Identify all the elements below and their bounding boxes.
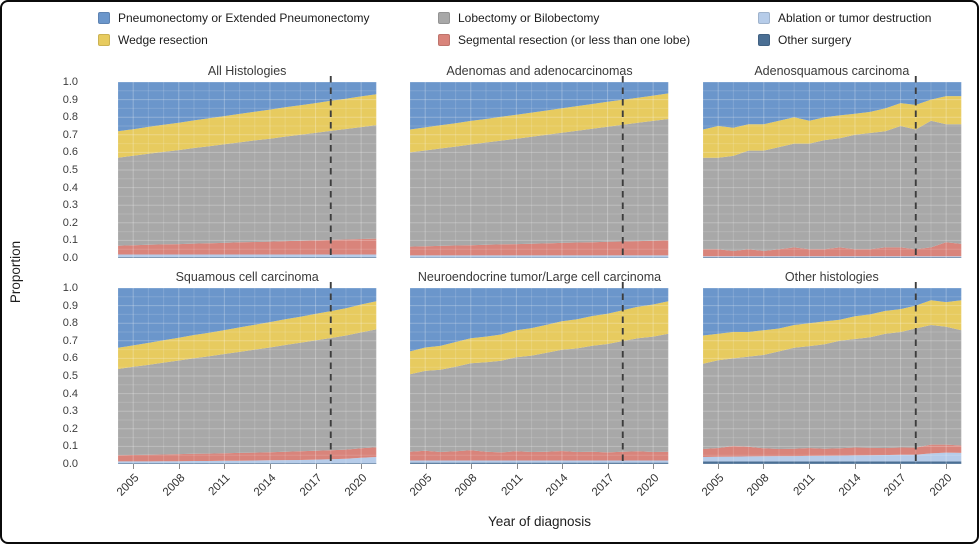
stacked-area-panel-adenosquamous bbox=[702, 76, 962, 259]
legend-label: Pneumonectomy or Extended Pneumonectomy bbox=[118, 11, 370, 25]
legend-swatch-icon bbox=[98, 34, 110, 46]
legend-swatch-icon bbox=[758, 34, 770, 46]
y-tick-label: 0.8 bbox=[62, 317, 78, 330]
stacked-area-panel-all-histologies bbox=[117, 76, 377, 259]
x-tick-mark bbox=[945, 464, 947, 469]
legend-item: Lobectomy or Bilobectomy bbox=[438, 11, 748, 25]
panel-title-all-histologies: All Histologies bbox=[207, 64, 287, 78]
y-tick-label: 0.4 bbox=[62, 387, 78, 400]
y-tick-label: 0.2 bbox=[62, 216, 78, 229]
y-tick-label: 0.6 bbox=[62, 146, 78, 159]
x-tick-label: 2014 bbox=[544, 472, 571, 499]
x-tick-mark bbox=[315, 464, 317, 469]
x-tick-mark bbox=[471, 464, 473, 469]
stacked-area-panel-neuroendocrine bbox=[409, 282, 670, 465]
x-tick-mark bbox=[516, 464, 518, 469]
y-tick-label: 0.2 bbox=[62, 422, 78, 435]
x-tick-label: 2020 bbox=[635, 472, 662, 499]
x-tick-mark bbox=[425, 464, 427, 469]
x-tick-label: 2017 bbox=[589, 472, 617, 499]
x-tick-label: 2011 bbox=[499, 472, 526, 498]
x-tick-label: 2008 bbox=[745, 472, 772, 499]
y-tick-label: 0.5 bbox=[62, 370, 78, 382]
legend-label: Other surgery bbox=[778, 33, 852, 47]
x-tick-label: 2011 bbox=[206, 472, 233, 498]
stacked-area-panel-other-histologies bbox=[702, 282, 962, 465]
x-tick-label: 2011 bbox=[791, 472, 818, 498]
x-tick-mark bbox=[178, 464, 180, 469]
panel-title-neuroendocrine: Neuroendocrine tumor/Large cell carcinom… bbox=[417, 270, 662, 284]
y-tick-label: 0.7 bbox=[62, 334, 78, 347]
y-tick-label: 1.0 bbox=[62, 76, 78, 88]
x-axis-ticks-panel3: 2005 2008 2011 2014 2017 2020 bbox=[699, 464, 961, 512]
x-tick-label: 2008 bbox=[453, 472, 480, 499]
panel-title-adenosquamous: Adenosquamous carcinoma bbox=[754, 64, 910, 78]
legend-swatch-icon bbox=[438, 12, 450, 24]
x-tick-mark bbox=[763, 464, 765, 469]
panel-title-squamous: Squamous cell carcinoma bbox=[175, 270, 319, 284]
x-tick-mark bbox=[809, 464, 811, 469]
y-tick-label: 0.1 bbox=[62, 440, 78, 453]
x-tick-mark bbox=[269, 464, 271, 469]
x-axis-ticks-panel1: 2005 2008 2011 2014 2017 2020 bbox=[115, 464, 376, 512]
x-tick-mark bbox=[361, 464, 363, 469]
x-tick-label: 2005 bbox=[115, 472, 142, 499]
y-tick-label: 1.0 bbox=[62, 282, 78, 294]
legend-item: Other surgery bbox=[758, 33, 931, 47]
legend-label: Lobectomy or Bilobectomy bbox=[458, 11, 600, 25]
y-tick-label: 0.3 bbox=[62, 405, 78, 418]
y-tick-label: 0.4 bbox=[62, 181, 78, 194]
x-tick-label: 2014 bbox=[836, 472, 864, 499]
x-tick-mark bbox=[854, 464, 856, 469]
x-tick-mark bbox=[900, 464, 902, 469]
legend-label: Segmental resection (or less than one lo… bbox=[458, 33, 691, 47]
x-tick-mark bbox=[653, 464, 655, 469]
x-tick-mark bbox=[562, 464, 564, 469]
y-axis-title: Proportion bbox=[8, 240, 23, 304]
x-tick-mark bbox=[717, 464, 719, 469]
y-tick-label: 0.6 bbox=[62, 352, 78, 365]
legend-swatch-icon bbox=[758, 12, 770, 24]
legend-item: Wedge resection bbox=[98, 33, 428, 47]
legend-item: Segmental resection (or less than one lo… bbox=[438, 33, 748, 47]
x-tick-mark bbox=[224, 464, 226, 469]
legend-label: Wedge resection bbox=[118, 33, 208, 47]
y-tick-label: 0.5 bbox=[62, 164, 78, 176]
legend-label: Ablation or tumor destruction bbox=[778, 11, 932, 25]
y-tick-label: 0.8 bbox=[62, 111, 78, 124]
legend-swatch-icon bbox=[98, 12, 110, 24]
x-axis-title: Year of diagnosis bbox=[487, 514, 592, 529]
y-tick-label: 0.1 bbox=[62, 234, 78, 247]
panel-title-adenomas: Adenomas and adenocarcinomas bbox=[446, 64, 633, 78]
facet-grid: All Histologies Adenomas and adenocarcin… bbox=[28, 58, 962, 536]
x-tick-label: 2008 bbox=[160, 472, 188, 499]
y-tick-label: 0.0 bbox=[62, 458, 78, 470]
x-tick-label: 2014 bbox=[251, 472, 279, 499]
y-tick-label: 0.7 bbox=[62, 128, 78, 141]
y-tick-label: 0.9 bbox=[62, 299, 78, 312]
stacked-area-panel-squamous bbox=[117, 282, 377, 465]
x-tick-label: 2020 bbox=[343, 472, 370, 499]
legend-item: Ablation or tumor destruction bbox=[758, 11, 931, 25]
stacked-area-panel-adenomas bbox=[409, 76, 670, 259]
legend-swatch-icon bbox=[438, 34, 450, 46]
x-tick-label: 2005 bbox=[699, 472, 727, 499]
x-tick-label: 2020 bbox=[927, 472, 955, 499]
y-tick-label: 0.9 bbox=[62, 93, 78, 106]
x-tick-label: 2017 bbox=[297, 472, 325, 499]
panel-title-other-histologies: Other histologies bbox=[784, 270, 879, 284]
y-tick-label: 0.3 bbox=[62, 199, 78, 212]
x-tick-mark bbox=[133, 464, 135, 469]
x-tick-label: 2005 bbox=[407, 472, 435, 499]
y-axis-ticks-row1: 1.0 0.9 0.8 0.7 0.6 0.5 0.4 0.3 0.2 0.1 0.0 bbox=[28, 76, 84, 264]
legend-item: Pneumonectomy or Extended Pneumonectomy bbox=[98, 11, 428, 25]
x-tick-label: 2017 bbox=[882, 472, 909, 499]
legend: Pneumonectomy or Extended Pneumonectomy W… bbox=[98, 11, 931, 47]
x-axis-ticks-panel2: 2005 2008 2011 2014 2017 2020 bbox=[407, 464, 668, 512]
x-tick-mark bbox=[607, 464, 609, 469]
y-axis-ticks-row2: 1.0 0.9 0.8 0.7 0.6 0.5 0.4 0.3 0.2 0.1 0.0 bbox=[28, 282, 84, 470]
y-tick-label: 0.0 bbox=[62, 252, 78, 264]
